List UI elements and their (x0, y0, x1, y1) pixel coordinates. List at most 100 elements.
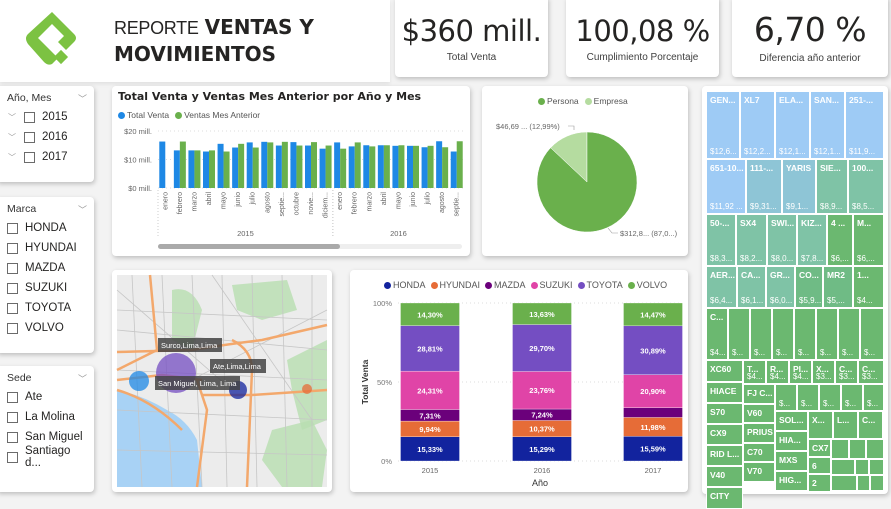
treemap-cell[interactable]: CITY (706, 487, 743, 509)
bar-total-venta[interactable] (261, 141, 268, 188)
slicer-brand[interactable]: Marca ﹀ HONDA HYUNDAI MAZDA SUZUKI TOYOTA… (0, 197, 94, 353)
bar-total-venta[interactable] (173, 150, 180, 188)
treemap-cell[interactable]: $... (819, 384, 841, 411)
treemap-cell[interactable]: R... $4... (766, 360, 789, 384)
bar-total-venta[interactable] (275, 145, 282, 188)
treemap-cell[interactable]: XC60 (706, 360, 743, 382)
bar-total-venta[interactable] (377, 145, 384, 188)
treemap-cell[interactable]: $... (863, 384, 884, 411)
treemap-cell[interactable]: $... (816, 308, 838, 360)
bar-ventas-mes-anterior[interactable] (252, 147, 259, 188)
treemap-cell[interactable]: T... $4... (743, 360, 766, 384)
stacked-segment-suzuki[interactable] (400, 370, 460, 410)
treemap-cell[interactable]: GR... $6,0... (766, 266, 795, 308)
treemap-cell[interactable]: XL7 $12,2... (740, 91, 775, 159)
treemap-cell[interactable]: $... (728, 308, 750, 360)
chevron-down-icon[interactable]: ﹀ (77, 374, 87, 384)
slicer-item[interactable]: SUZUKI (7, 278, 87, 298)
bar-total-venta[interactable] (319, 148, 326, 188)
treemap-cell[interactable]: HIG... (775, 471, 808, 491)
treemap-cell[interactable]: SAN... $12,1... (810, 91, 845, 159)
treemap-cell[interactable]: $... (797, 384, 819, 411)
treemap-cell[interactable]: CA... $6,1... (737, 266, 766, 308)
legend-item[interactable]: HYUNDAI (430, 280, 480, 290)
treemap-cell[interactable]: $... (750, 308, 772, 360)
treemap-cell[interactable]: C70 (743, 442, 775, 462)
map-bubble[interactable] (129, 371, 149, 391)
treemap-cell[interactable]: L... (833, 411, 858, 439)
slicer-item[interactable]: HYUNDAI (7, 238, 87, 258)
expand-icon[interactable]: ﹀ (8, 112, 16, 122)
treemap-cell[interactable]: $... (841, 384, 863, 411)
treemap-cell[interactable]: FJ C... (743, 384, 775, 404)
bar-ventas-mes-anterior[interactable] (340, 148, 347, 188)
treemap-cell[interactable]: ELA... $12,1... (775, 91, 810, 159)
stacked-segment-volvo[interactable] (512, 302, 572, 325)
bar-ventas-mes-anterior[interactable] (354, 142, 361, 188)
treemap-cell[interactable]: V40 (706, 466, 743, 487)
treemap-cell[interactable] (831, 439, 849, 459)
treemap-cell[interactable]: SOL... (775, 411, 808, 431)
stacked-segment-suzuki[interactable] (623, 374, 683, 408)
horizontal-scrollbar[interactable] (158, 244, 462, 249)
bar-total-venta[interactable] (334, 142, 341, 188)
bar-total-venta[interactable] (232, 147, 239, 188)
bar-ventas-mes-anterior[interactable] (223, 151, 230, 188)
stacked-segment-toyota[interactable] (512, 324, 572, 372)
slicer-item[interactable]: ﹀ 2015 (8, 111, 68, 123)
treemap-cell[interactable]: CO... $5,9... (795, 266, 823, 308)
treemap-cell[interactable]: HIA... (775, 431, 808, 451)
checkbox[interactable] (24, 131, 35, 143)
treemap-cell[interactable] (869, 459, 884, 475)
slicer-item[interactable]: HONDA (7, 218, 87, 238)
treemap-cell[interactable]: CX9 (706, 424, 743, 445)
treemap-cell[interactable]: $... (775, 384, 797, 411)
bar-total-venta[interactable] (348, 146, 355, 188)
treemap-cell[interactable] (855, 459, 869, 475)
treemap-cell[interactable]: GEN... $12,6... (706, 91, 740, 159)
legend-item[interactable]: Total Venta (118, 110, 169, 120)
checkbox[interactable] (7, 262, 18, 274)
scrollbar-thumb[interactable] (158, 244, 341, 249)
bar-ventas-mes-anterior[interactable] (369, 146, 376, 188)
treemap-cell[interactable]: YARIS $9,1... (782, 159, 816, 214)
bar-ventas-mes-anterior[interactable] (398, 145, 405, 188)
treemap-cell[interactable]: X... $3... (812, 360, 835, 384)
treemap-cell[interactable]: RID L... (706, 445, 743, 466)
stacked-segment-honda[interactable] (623, 436, 683, 462)
treemap-cell[interactable]: X... (808, 411, 833, 439)
treemap-cell[interactable]: 4 ... $6,... (827, 214, 853, 266)
bar-total-venta[interactable] (407, 145, 413, 188)
bar-ventas-mes-anterior[interactable] (413, 145, 419, 188)
checkbox[interactable] (24, 151, 35, 163)
treemap-cell[interactable]: PI... $4... (789, 360, 812, 384)
checkbox[interactable] (7, 302, 18, 314)
checkbox[interactable] (7, 451, 18, 463)
legend-item[interactable]: HONDA (384, 280, 426, 290)
slicer-item[interactable]: La Molina (7, 407, 87, 427)
bar-total-venta[interactable] (159, 141, 166, 188)
checkbox[interactable] (7, 431, 18, 443)
slicer-item[interactable]: ﹀ 2016 (8, 131, 68, 143)
treemap-cell[interactable]: SWI... $8,0... (767, 214, 797, 266)
treemap-cell[interactable]: $... (860, 308, 884, 360)
treemap-cell[interactable]: KIZ... $7,8... (797, 214, 827, 266)
treemap-cell[interactable] (831, 459, 855, 475)
pie-slice-persona[interactable] (536, 131, 638, 233)
bar-ventas-mes-anterior[interactable] (442, 147, 449, 188)
treemap-cell[interactable]: AER... $6,4... (706, 266, 737, 308)
slicer-branch[interactable]: Sede ﹀ Ate La Molina San Miguel Santiago … (0, 366, 94, 492)
slicer-item[interactable]: San Miguel (7, 427, 87, 447)
treemap-cell[interactable]: 50-... $8,3... (706, 214, 736, 266)
treemap-cell[interactable]: 111-... $9,31... (746, 159, 782, 214)
treemap-cell[interactable]: CX7 (808, 439, 831, 457)
bar-ventas-mes-anterior[interactable] (238, 143, 245, 188)
bar-total-venta[interactable] (188, 150, 195, 188)
treemap-cell[interactable]: SX4 $8,2... (736, 214, 767, 266)
legend-item[interactable]: SUZUKI (530, 280, 573, 290)
treemap-cell[interactable] (870, 475, 884, 491)
bar-ventas-mes-anterior[interactable] (383, 145, 390, 188)
treemap-cell[interactable] (857, 475, 870, 491)
treemap-cell[interactable]: MXS (775, 451, 808, 471)
stacked-segment-honda[interactable] (512, 436, 572, 462)
